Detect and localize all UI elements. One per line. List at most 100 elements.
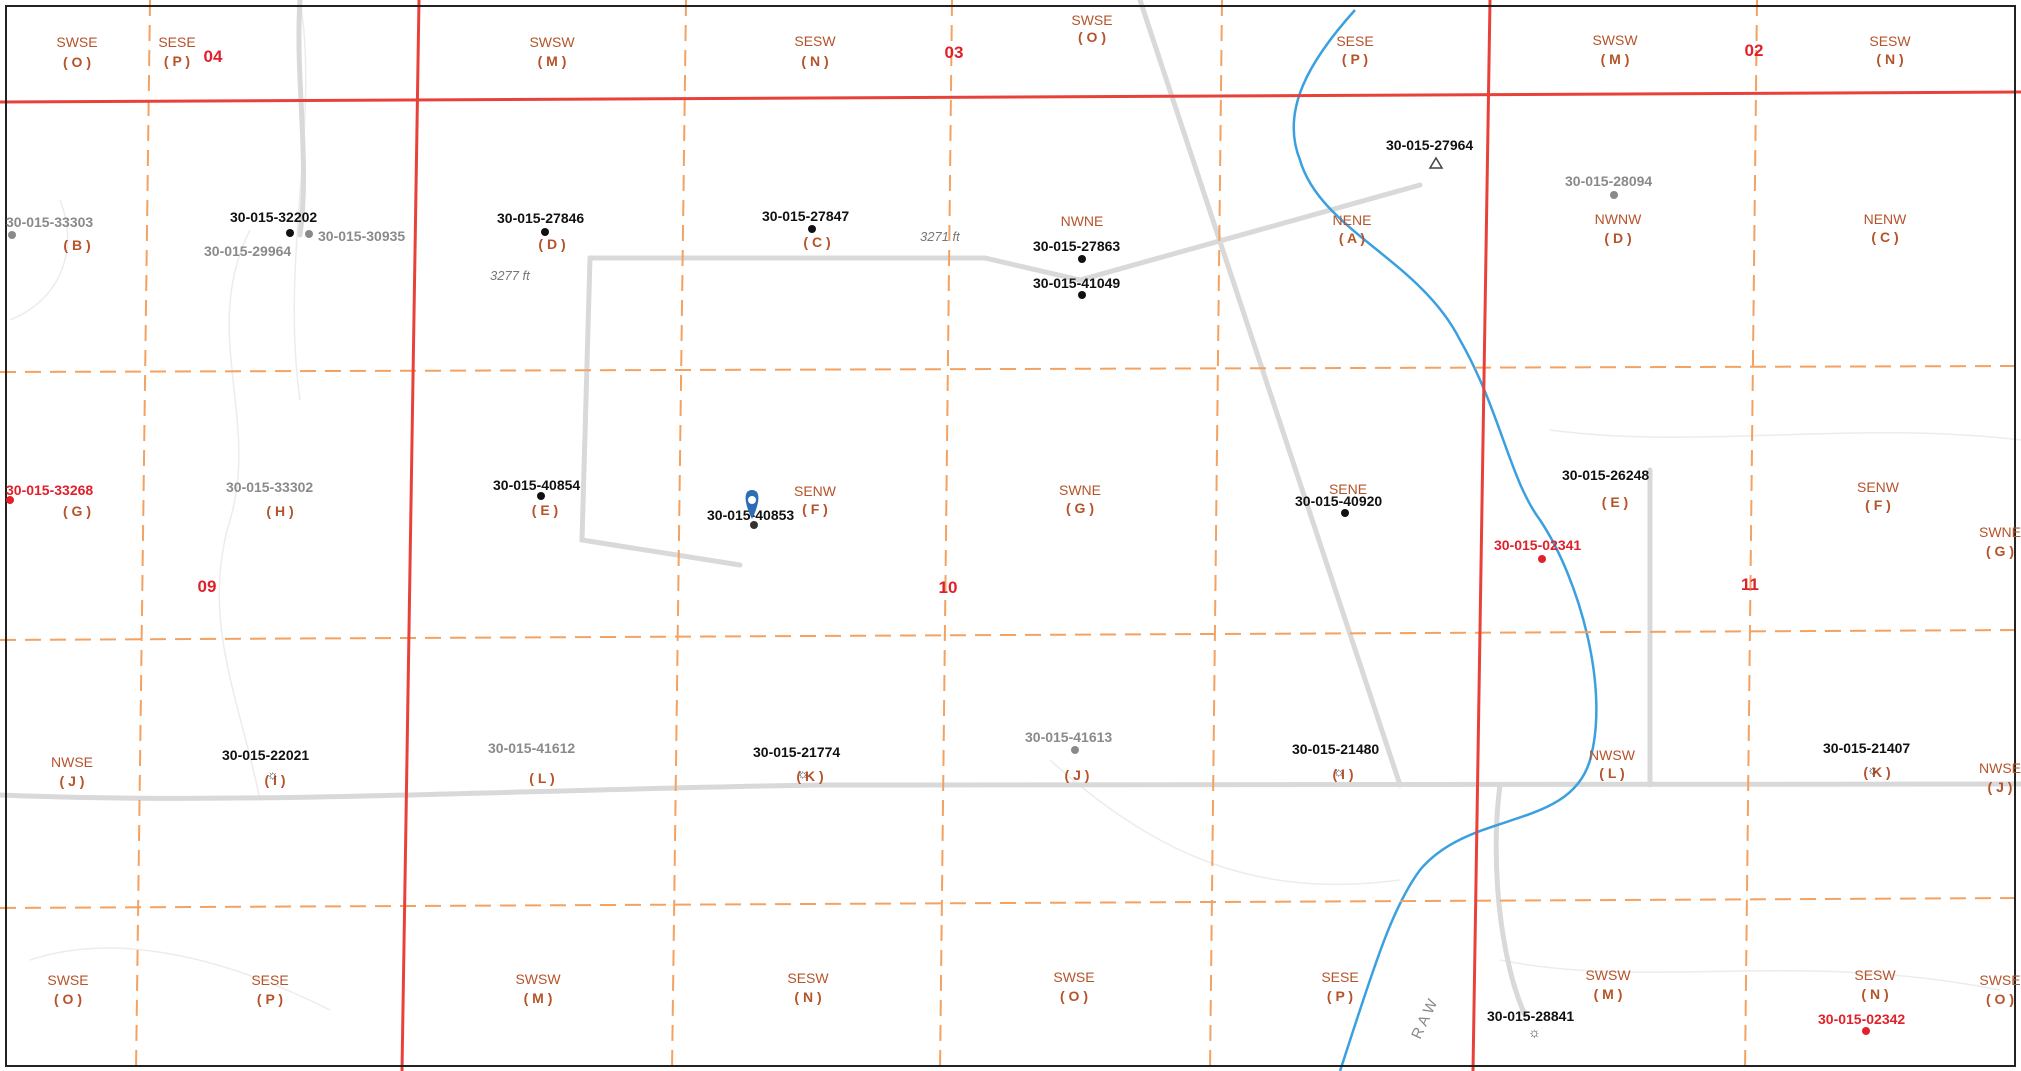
qq-letter: ( N ): [1876, 51, 1903, 67]
qq-labels: SWSE SESE SWSW SESW SWSE SESE SWSW SESW …: [47, 12, 2021, 1007]
section-number: 03: [945, 43, 964, 62]
well-marker[interactable]: 30-015-41613: [1025, 729, 1112, 754]
svg-text:30-015-33268: 30-015-33268: [6, 482, 93, 498]
well-marker[interactable]: 30-015-40854: [493, 477, 580, 500]
draw-label: R A W: [1408, 996, 1441, 1042]
well-marker[interactable]: 30-015-27846: [497, 210, 584, 236]
well-marker[interactable]: 30-015-27964: [1386, 137, 1473, 169]
map-border: [5, 5, 2016, 1067]
qq-label: SESE: [251, 972, 288, 988]
well-marker[interactable]: 30-015-41612: [488, 740, 575, 756]
well-marker[interactable]: 30-015-40920: [1295, 493, 1382, 517]
qq-label: SESE: [1321, 969, 1358, 985]
qq-letter: ( D ): [538, 236, 565, 252]
qq-letter: ( P ): [1342, 51, 1368, 67]
svg-text:30-015-21407: 30-015-21407: [1823, 740, 1910, 756]
qq-label: SWSE: [1071, 12, 1112, 28]
well-marker[interactable]: 30-015-27863: [1033, 238, 1120, 263]
well-marker[interactable]: 30-015-27847: [762, 208, 849, 233]
qq-letter: ( N ): [794, 989, 821, 1005]
qq-letter: ( D ): [1604, 230, 1631, 246]
location-pin-icon[interactable]: [745, 490, 759, 529]
qq-letter: ( E ): [1602, 494, 1628, 510]
well-marker[interactable]: 30-015-30935: [305, 228, 405, 244]
svg-text:30-015-27847: 30-015-27847: [762, 208, 849, 224]
qq-label: SWSE: [1979, 972, 2020, 988]
svg-text:30-015-28841: 30-015-28841: [1487, 1008, 1574, 1024]
elevation-labels: 3277 ft 3271 ft: [490, 229, 961, 283]
qq-letter: ( J ): [1065, 767, 1090, 783]
svg-text:30-015-41612: 30-015-41612: [488, 740, 575, 756]
qq-label: SWSW: [515, 971, 561, 987]
qq-letter: ( F ): [1865, 497, 1891, 513]
wells-inactive: 30-015-33303 30-015-29964 30-015-30935 3…: [6, 173, 1652, 756]
qq-label: NWSE: [51, 754, 93, 770]
qq-letter: ( C ): [1871, 229, 1898, 245]
qq-label: SESW: [1869, 33, 1911, 49]
section-number: 04: [204, 47, 223, 66]
svg-text:30-015-21480: 30-015-21480: [1292, 741, 1379, 757]
qq-letter: ( N ): [1861, 986, 1888, 1002]
qq-label: SESE: [158, 34, 195, 50]
wells-active: 30-015-32202 30-015-27846 30-015-27847 3…: [222, 137, 1910, 1040]
qq-letter: ( O ): [63, 54, 91, 70]
qq-letter: ( L ): [529, 770, 554, 786]
qq-letter: ( G ): [63, 503, 91, 519]
qq-label: SESE: [1336, 33, 1373, 49]
terrain-contours: [9, 0, 2021, 1011]
svg-text:30-015-40920: 30-015-40920: [1295, 493, 1382, 509]
qq-letter: ( B ): [63, 237, 90, 253]
svg-text:30-015-41049: 30-015-41049: [1033, 275, 1120, 291]
qq-label: SESW: [787, 970, 829, 986]
well-marker[interactable]: ☼ 30-015-21774: [753, 744, 840, 781]
qq-letter: ( G ): [1066, 500, 1094, 516]
well-marker[interactable]: ☼ 30-015-22021: [222, 747, 309, 782]
qq-letter: ( N ): [801, 53, 828, 69]
qq-label: SWNE: [1979, 524, 2021, 540]
qq-label: SWNE: [1059, 482, 1101, 498]
well-marker[interactable]: 30-015-28094: [1565, 173, 1652, 199]
qq-letter: ( I ): [1333, 766, 1354, 782]
qq-label: NWNW: [1595, 211, 1642, 227]
well-marker[interactable]: ☼ 30-015-21407: [1823, 740, 1910, 777]
well-marker[interactable]: 30-015-02341: [1494, 537, 1581, 563]
svg-text:30-015-27846: 30-015-27846: [497, 210, 584, 226]
qq-label: SWSE: [47, 972, 88, 988]
qq-letter: ( C ): [803, 234, 830, 250]
section-number: 02: [1745, 41, 1764, 60]
well-marker[interactable]: 30-015-29964: [204, 243, 291, 259]
svg-text:30-015-27964: 30-015-27964: [1386, 137, 1473, 153]
qq-label: SWSE: [56, 34, 97, 50]
svg-text:30-015-22021: 30-015-22021: [222, 747, 309, 763]
section-number: 09: [198, 577, 217, 596]
well-marker[interactable]: 30-015-33303: [6, 214, 93, 239]
star-icon: ☼: [1867, 762, 1879, 777]
svg-text:30-015-27863: 30-015-27863: [1033, 238, 1120, 254]
qq-letter: ( O ): [1078, 29, 1106, 45]
qq-letter: ( M ): [524, 990, 553, 1006]
well-marker[interactable]: ☼30-015-28841: [1487, 1008, 1574, 1040]
qq-label: NENE: [1333, 212, 1372, 228]
well-marker[interactable]: 30-015-02342: [1818, 1011, 1905, 1035]
qq-label: SENW: [794, 483, 837, 499]
well-marker[interactable]: 30-015-33268: [6, 482, 93, 504]
qq-letter: ( K ): [796, 768, 823, 784]
qq-label: NWSW: [1589, 747, 1636, 763]
qq-letter: ( K ): [1863, 764, 1890, 780]
star-icon: ☼: [267, 767, 279, 782]
qq-letter: ( P ): [164, 53, 190, 69]
well-marker[interactable]: 30-015-41049: [1033, 275, 1120, 299]
qq-label: SWSW: [529, 34, 575, 50]
well-marker[interactable]: 30-015-33302: [226, 479, 313, 495]
qq-label: NENW: [1864, 211, 1908, 227]
qq-label: SWSW: [1592, 32, 1638, 48]
well-marker[interactable]: 30-015-26248: [1562, 467, 1649, 483]
qq-letter: ( L ): [1599, 765, 1624, 781]
roads: [0, 0, 2021, 1018]
well-marker[interactable]: 30-015-32202: [230, 209, 317, 237]
svg-text:30-015-32202: 30-015-32202: [230, 209, 317, 225]
well-marker[interactable]: ☼ 30-015-21480: [1292, 741, 1379, 779]
qq-letter: ( O ): [54, 991, 82, 1007]
qq-letter: ( M ): [538, 53, 567, 69]
